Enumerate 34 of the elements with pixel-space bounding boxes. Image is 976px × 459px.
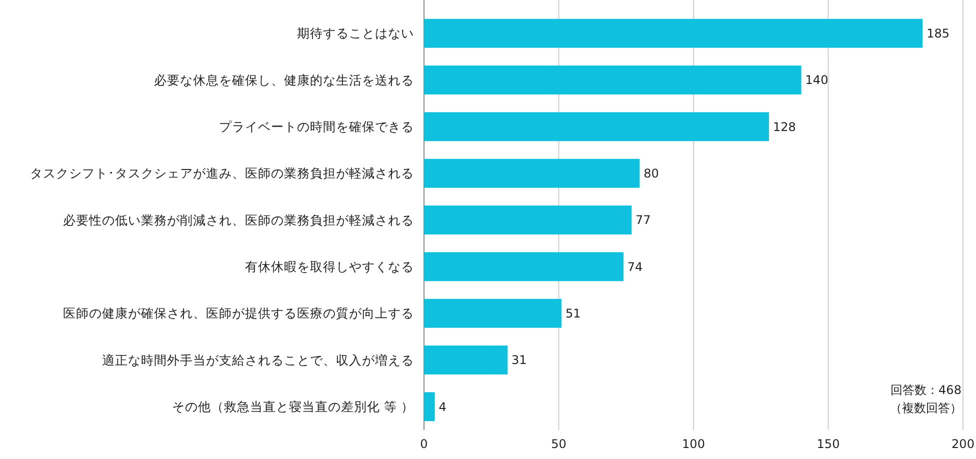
- data-label: 4: [438, 400, 446, 414]
- y-tick-label: タスクシフト･タスクシェアが進み、医師の業務負担が軽減される: [30, 166, 414, 181]
- y-tick-label: その他（救急当直と寝当直の差別化 等 ）: [172, 399, 414, 414]
- bar: [424, 252, 624, 282]
- x-tick-label: 200: [952, 437, 974, 451]
- y-tick-label: 医師の健康が確保され、医師が提供する医療の質が向上する: [63, 306, 414, 321]
- bar: [424, 392, 435, 422]
- annotation: 回答数：468: [890, 383, 962, 397]
- data-label: 77: [636, 213, 651, 228]
- y-tick-label: プライベートの時間を確保できる: [219, 119, 414, 134]
- bar: [424, 346, 508, 374]
- y-tick-label: 適正な時間外手当が支給されることで、収入が増える: [102, 352, 414, 368]
- x-tick-label: 100: [682, 437, 705, 451]
- x-tick-label: 0: [420, 437, 428, 451]
- bar: [424, 158, 640, 188]
- annotation: （複数回答）: [890, 401, 962, 415]
- bar: [424, 66, 802, 94]
- data-label: 128: [772, 120, 796, 134]
- bar: [424, 298, 562, 328]
- bar: [424, 112, 769, 142]
- x-tick-label: 50: [551, 437, 566, 451]
- data-label: 51: [565, 306, 581, 321]
- y-tick-label: 必要な休息を確保し、健康的な生活を送れる: [154, 72, 414, 88]
- y-tick-label: 期待することはない: [297, 26, 414, 41]
- data-label: 140: [805, 73, 828, 88]
- data-label: 80: [644, 166, 659, 181]
- data-label: 185: [926, 26, 950, 41]
- y-tick-label: 有休休暇を取得しやすくなる: [245, 259, 414, 274]
- bar: [424, 206, 632, 234]
- data-label: 74: [627, 260, 643, 274]
- x-tick-label: 150: [816, 437, 840, 451]
- y-tick-label: 必要性の低い業務が削減され、医師の業務負担が軽減される: [63, 212, 414, 228]
- bar: [424, 18, 923, 48]
- data-label: 31: [512, 353, 527, 368]
